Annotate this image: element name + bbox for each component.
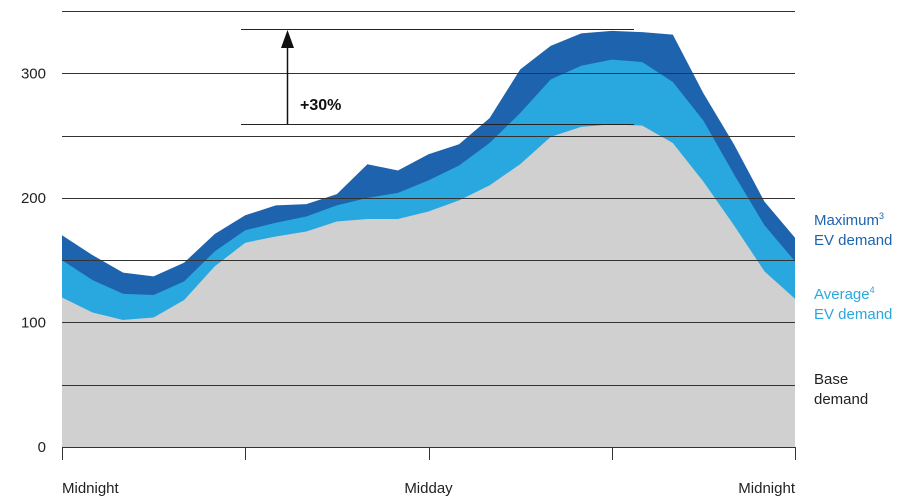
x-tick-label-2: Midnight (738, 480, 796, 497)
x-axis: Midnight Midday Midnight (62, 447, 796, 497)
legend-average-sup: 4 (870, 285, 875, 295)
legend-average-line1: Average (814, 286, 870, 303)
legend-maximum-line1: Maximum (814, 212, 879, 229)
gridlines (62, 11, 795, 386)
y-axis: 0 100 200 300 (21, 65, 46, 456)
y-tick-label-200: 200 (21, 190, 46, 207)
legend-maximum-sup: 3 (879, 211, 884, 221)
x-tick-label-0: Midnight (62, 480, 120, 497)
legend: Maximum3 EV demand Average4 EV demand Ba… (814, 206, 892, 408)
legend-base-label: Base demand (814, 371, 868, 408)
legend-maximum-label: Maximum3 EV demand (814, 206, 892, 249)
area-layer (62, 30, 795, 448)
legend-maximum-line2: EV demand (814, 232, 892, 249)
legend-average-line2: EV demand (814, 306, 892, 323)
legend-base-line1: Base (814, 371, 848, 388)
annotation-group: +30% (241, 29, 634, 125)
legend-base-line2: demand (814, 391, 868, 408)
annotation-label: +30% (300, 97, 341, 114)
legend-average-label: Average4 EV demand (814, 280, 892, 323)
y-tick-label-100: 100 (21, 314, 46, 331)
annotation-arrowhead-icon (281, 30, 294, 48)
y-tick-label-0: 0 (38, 439, 46, 456)
x-tick-label-1: Midday (404, 480, 453, 497)
y-tick-label-300: 300 (21, 65, 46, 82)
area-base (62, 124, 795, 448)
